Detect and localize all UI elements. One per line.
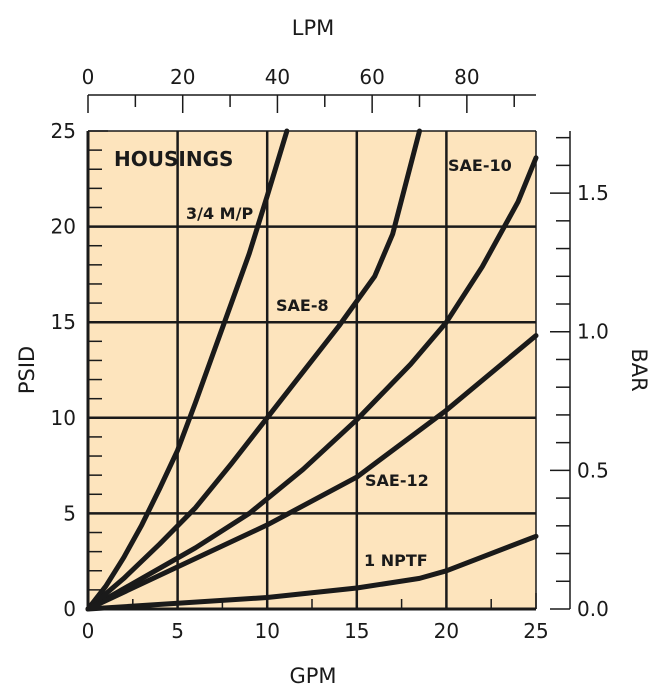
series-label-sae-12: SAE-12: [365, 471, 429, 490]
series-line-0: [85, 128, 290, 612]
y-axis-title: PSID: [15, 346, 39, 394]
series-label-sae-10: SAE-10: [448, 156, 512, 175]
series-label-1-nptf: 1 NPTF: [364, 551, 428, 570]
y-tick-label: 10: [51, 406, 76, 430]
x2-tick-label: 60: [359, 65, 384, 89]
y2-tick-label: 0.0: [577, 597, 609, 621]
chart-title: HOUSINGS: [114, 147, 233, 171]
plot-background: [88, 131, 536, 609]
series-label-sae-8: SAE-8: [276, 296, 329, 315]
flow-curves: [85, 128, 539, 612]
series-line-2: [85, 155, 539, 612]
y-tick-label: 25: [51, 119, 76, 143]
y2-tick-label: 1.5: [577, 181, 609, 205]
grid-lines: [88, 131, 536, 609]
y2-tick-label: 1.0: [577, 320, 609, 344]
x2-tick-label: 80: [454, 65, 479, 89]
right-axis-title: BAR: [627, 348, 651, 391]
y-tick-label: 5: [63, 501, 76, 525]
axis-ticks: [87, 95, 570, 610]
x-tick-label: 25: [523, 619, 548, 643]
y-tick-label: 0: [63, 597, 76, 621]
x2-tick-label: 0: [82, 65, 95, 89]
x2-tick-label: 20: [170, 65, 195, 89]
x2-tick-label: 40: [265, 65, 290, 89]
y-tick-label: 20: [51, 215, 76, 239]
top-axis-title: LPM: [292, 16, 334, 40]
series-label-3-4-mp: 3/4 M/P: [186, 204, 253, 223]
y2-tick-label: 0.5: [577, 458, 609, 482]
x-tick-label: 20: [434, 619, 459, 643]
x-axis-title: GPM: [289, 664, 336, 688]
x-tick-label: 0: [82, 619, 95, 643]
y-tick-label: 15: [51, 310, 76, 334]
series-line-3: [85, 333, 539, 612]
tick-labels: 0 5 10 15 20 25 0 5 10 15 20 25 0 20 40 60 80 0.0 0.5 1.0 1.…: [51, 65, 609, 643]
x-tick-label: 15: [344, 619, 369, 643]
series-line-1: [85, 128, 422, 612]
x-tick-label: 10: [254, 619, 279, 643]
x-tick-label: 5: [171, 619, 184, 643]
